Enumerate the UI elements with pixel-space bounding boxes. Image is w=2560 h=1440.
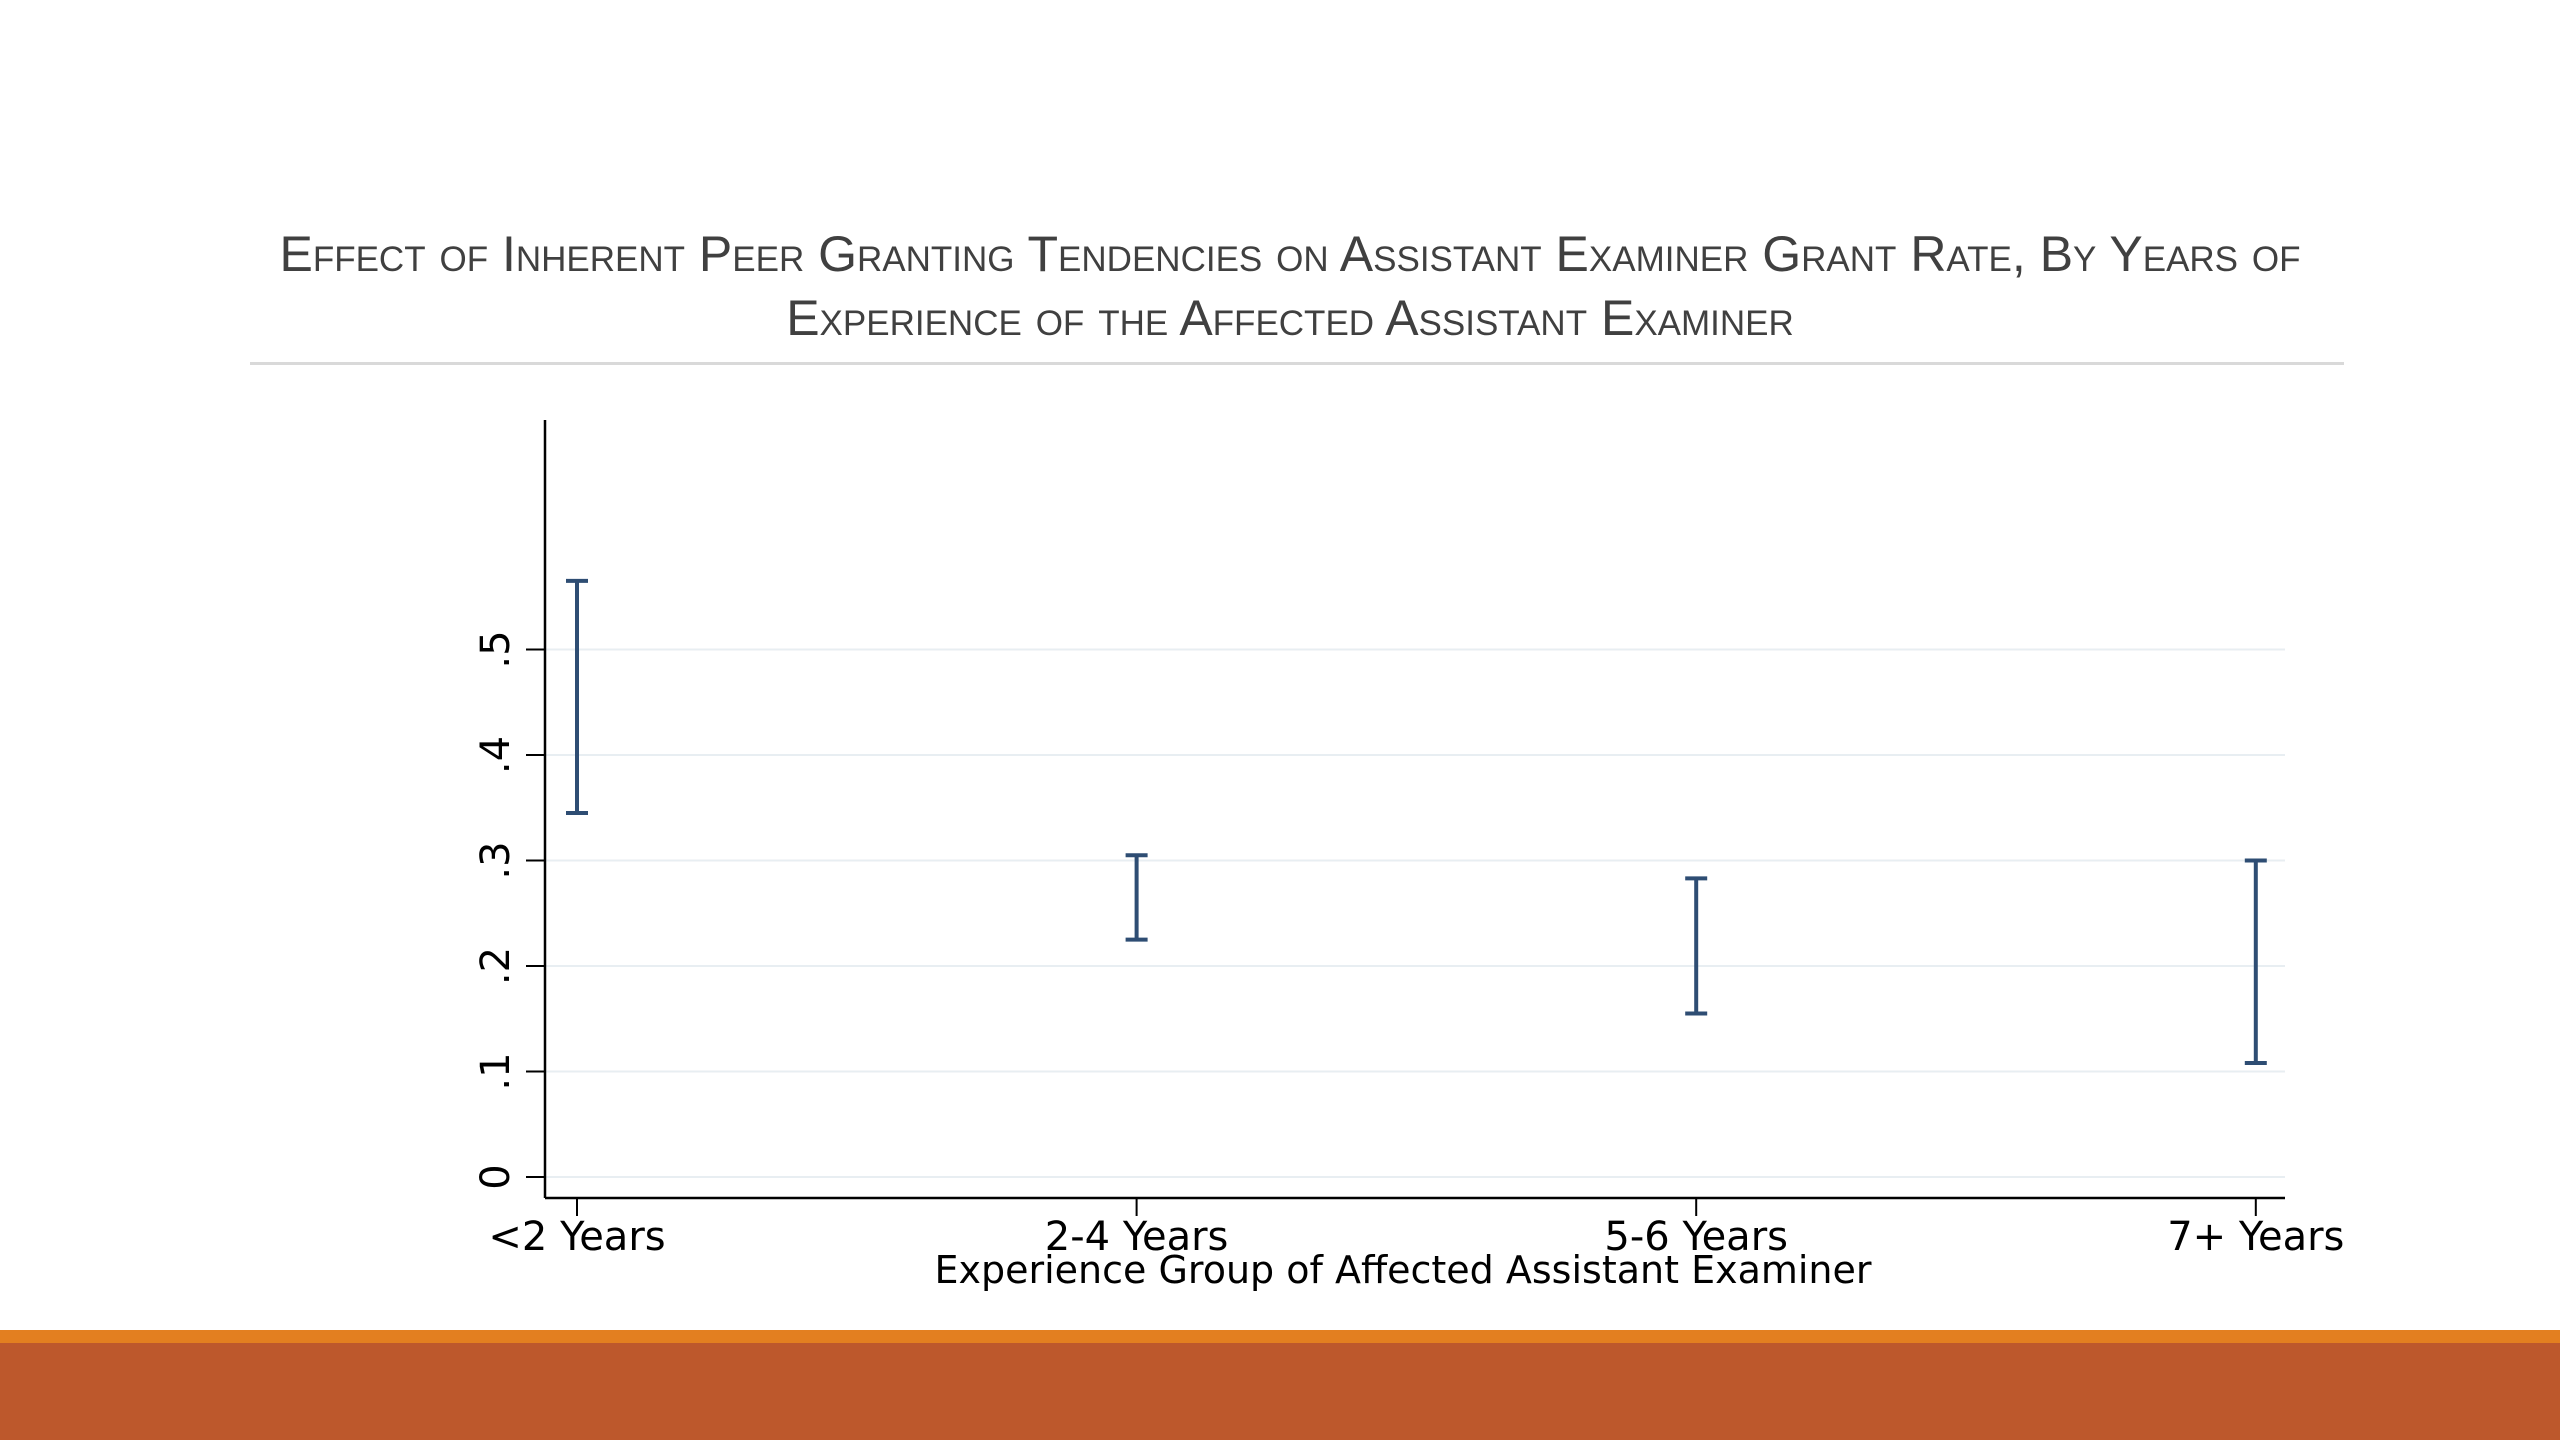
x-tick-label: 7+ Years — [2167, 1214, 2344, 1260]
y-tick-label: 0 — [473, 1164, 519, 1189]
x-axis: <2 Years 2-4 Years 5-6 Years 7+ Years — [488, 1196, 2344, 1260]
confidence-interval — [566, 578, 588, 816]
footer-bar — [0, 1343, 2560, 1440]
x-tick-label: 2-4 Years — [1045, 1214, 1229, 1260]
slide-title: Effect of Inherent Peer Granting Tendenc… — [279, 226, 2301, 346]
grid-lines — [545, 648, 2285, 1178]
y-tick-label: .4 — [473, 736, 519, 774]
y-tick-label: .5 — [473, 630, 519, 668]
y-axis: 0 .1 .2 .3 .4 .5 — [473, 420, 547, 1198]
y-tick-label: .2 — [473, 947, 519, 985]
y-tick-label: .1 — [473, 1052, 519, 1090]
x-tick-label: 5-6 Years — [1604, 1214, 1788, 1260]
y-tick-label: .3 — [473, 841, 519, 879]
title-divider — [250, 362, 2344, 365]
confidence-intervals — [566, 578, 2267, 1066]
confidence-interval — [2244, 858, 2267, 1066]
footer-accent-bar — [0, 1330, 2560, 1343]
x-tick-label: <2 Years — [488, 1214, 665, 1260]
x-axis-title: Experience Group of Affected Assistant E… — [934, 1248, 1871, 1292]
confidence-interval — [1125, 853, 1148, 942]
confidence-interval — [1685, 876, 1708, 1016]
